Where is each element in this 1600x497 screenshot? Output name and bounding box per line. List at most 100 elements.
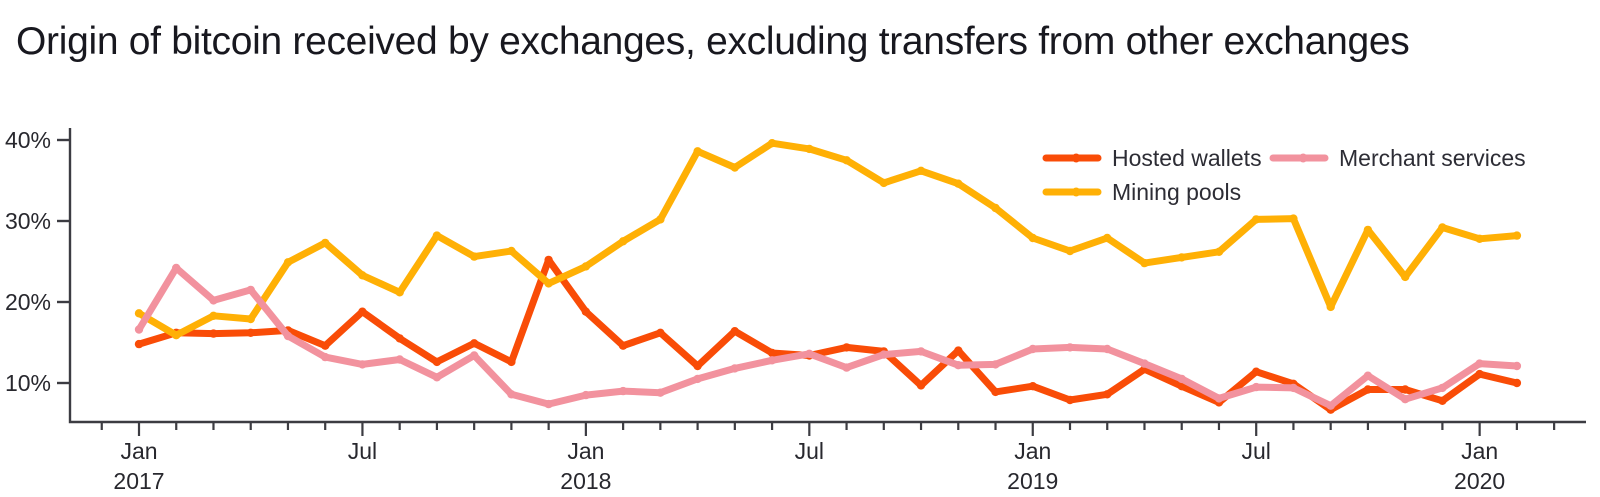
data-point bbox=[507, 357, 516, 367]
data-point bbox=[656, 215, 665, 224]
data-point bbox=[1214, 247, 1224, 256]
axis-lines bbox=[68, 128, 1586, 424]
data-point bbox=[1140, 359, 1149, 368]
data-point bbox=[730, 327, 739, 336]
data-point bbox=[544, 399, 553, 409]
data-point bbox=[1438, 383, 1447, 393]
data-point bbox=[1326, 302, 1335, 312]
data-point bbox=[246, 285, 255, 295]
legend-item-merchant-services: Merchant services bbox=[1269, 145, 1526, 171]
data-point bbox=[1177, 374, 1186, 384]
data-point bbox=[730, 364, 739, 373]
data-point bbox=[1438, 223, 1447, 232]
x-tick-label: Jan bbox=[120, 438, 157, 464]
data-point bbox=[209, 329, 218, 338]
data-point bbox=[1512, 378, 1522, 388]
data-point bbox=[1363, 385, 1373, 394]
series-hosted-wallets bbox=[134, 255, 1522, 414]
legend-swatch-dot bbox=[1071, 187, 1081, 197]
y-tick-label: 40% bbox=[5, 127, 51, 153]
data-point bbox=[805, 349, 814, 358]
data-point bbox=[470, 351, 479, 360]
data-point bbox=[209, 311, 218, 320]
data-point bbox=[581, 390, 591, 400]
data-point bbox=[395, 334, 404, 343]
data-point bbox=[1326, 401, 1335, 410]
data-point bbox=[1475, 234, 1484, 243]
data-point bbox=[1028, 382, 1038, 391]
data-point bbox=[693, 147, 702, 156]
data-point bbox=[470, 339, 479, 348]
data-point bbox=[1438, 396, 1447, 405]
data-point bbox=[581, 307, 591, 316]
axes: 10% 20% 30% 40% Jan 2017 Jul Jan 2018 Jul Jan 2019 J… bbox=[5, 127, 1586, 494]
legend-item-hosted-wallets: Hosted wallets bbox=[1042, 145, 1262, 171]
data-point bbox=[618, 237, 628, 246]
series-line-hosted-wallets bbox=[135, 256, 1521, 414]
x-tick-label: Jul bbox=[348, 438, 377, 464]
data-point bbox=[954, 361, 963, 370]
data-point bbox=[1512, 361, 1522, 371]
data-point bbox=[246, 314, 255, 324]
x-tick-label: Jul bbox=[795, 438, 824, 464]
x-tick-year-label: 2020 bbox=[1454, 468, 1505, 494]
data-point bbox=[1401, 385, 1410, 394]
x-tick-label: Jan bbox=[1014, 438, 1051, 464]
y-tick-label: 20% bbox=[5, 289, 51, 315]
data-point bbox=[1177, 253, 1186, 262]
x-tick-label: Jul bbox=[1241, 438, 1270, 464]
series-mining-pools bbox=[134, 139, 1522, 340]
legend-label: Hosted wallets bbox=[1112, 145, 1262, 171]
data-point bbox=[395, 288, 404, 297]
data-point bbox=[1065, 246, 1075, 256]
data-point bbox=[432, 357, 442, 367]
data-point bbox=[1103, 390, 1112, 399]
data-point bbox=[1363, 225, 1373, 235]
legend-swatch-dot bbox=[1298, 153, 1308, 163]
data-point bbox=[321, 341, 330, 350]
data-point bbox=[172, 331, 181, 340]
data-point bbox=[767, 356, 777, 365]
data-point bbox=[991, 387, 1000, 397]
data-point bbox=[507, 246, 516, 256]
data-point bbox=[358, 271, 367, 280]
data-point bbox=[916, 347, 926, 356]
data-point bbox=[693, 374, 702, 384]
data-point bbox=[1252, 367, 1261, 376]
x-tick-label: Jan bbox=[1461, 438, 1498, 464]
data-point bbox=[134, 309, 144, 318]
data-point bbox=[916, 381, 926, 390]
data-point bbox=[1289, 214, 1298, 223]
data-point bbox=[321, 352, 330, 362]
legend: Hosted wallets Mining pools Merchant servi… bbox=[1042, 145, 1526, 205]
series-line-merchant-services bbox=[135, 264, 1521, 410]
x-tick-label: Jan bbox=[567, 438, 604, 464]
data-point bbox=[730, 163, 739, 172]
data-point bbox=[879, 178, 888, 188]
data-point bbox=[1289, 383, 1298, 393]
legend-label: Mining pools bbox=[1112, 179, 1241, 205]
data-point bbox=[879, 350, 888, 359]
data-point bbox=[172, 263, 181, 273]
data-point bbox=[507, 390, 516, 399]
data-point bbox=[1028, 233, 1038, 243]
chart-title: Origin of bitcoin received by exchanges,… bbox=[16, 20, 1410, 63]
data-point bbox=[1252, 215, 1261, 224]
x-tick-year-label: 2018 bbox=[560, 468, 611, 494]
series-line-mining-pools bbox=[135, 139, 1521, 339]
data-point bbox=[134, 325, 144, 334]
data-point bbox=[1140, 258, 1149, 268]
data-point bbox=[693, 361, 702, 371]
data-point bbox=[134, 339, 144, 349]
data-point bbox=[283, 331, 293, 341]
data-point bbox=[395, 355, 404, 364]
data-point bbox=[581, 262, 591, 271]
x-tick-year-label: 2019 bbox=[1007, 468, 1058, 494]
data-point bbox=[656, 388, 665, 397]
data-point bbox=[544, 255, 553, 265]
y-tick-label: 30% bbox=[5, 208, 51, 234]
data-point bbox=[470, 252, 479, 261]
data-point bbox=[805, 144, 814, 154]
